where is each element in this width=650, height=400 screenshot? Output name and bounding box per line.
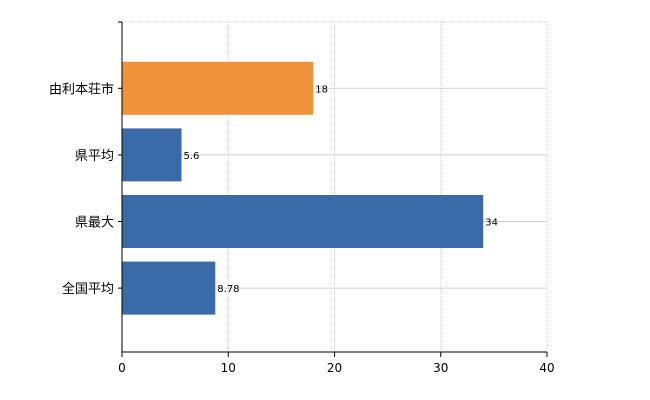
category-label: 全国平均 [62,281,114,297]
data-label: 8.78 [217,284,239,295]
data-label: 34 [485,218,498,229]
category-label: 県平均 [75,149,114,164]
category-label: 由利本荘市 [49,81,114,97]
bar [122,261,216,315]
axes [118,21,548,357]
bar [122,61,314,115]
x-tick-label: 30 [433,361,448,375]
data-label: 5.6 [184,151,200,162]
labels: 18 由利本荘市 5.6 県平均 34 県最大 8.78 全国平均 0 10 20 30 40 [49,81,555,375]
x-tick-label: 10 [221,361,236,375]
category-label: 県最大 [75,216,114,231]
bar [122,128,182,182]
x-tick-label: 0 [118,361,126,375]
data-label: 18 [315,84,328,95]
x-tick-label: 40 [539,361,554,375]
bar [122,195,484,248]
bars [122,61,484,315]
x-tick-label: 20 [327,361,342,375]
